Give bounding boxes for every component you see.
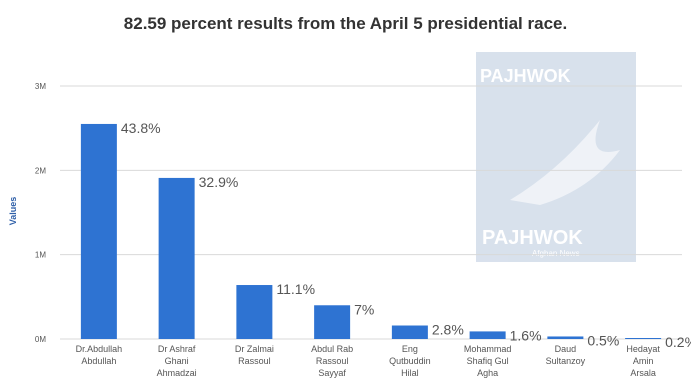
watermark-brand: PAJHWOK — [482, 227, 583, 249]
x-tick-label: Rassoul — [316, 356, 349, 366]
x-tick-label: Amin — [633, 356, 654, 366]
watermark-brand-top: PAJHWOK — [480, 66, 571, 86]
y-tick-label: 1M — [35, 251, 46, 260]
x-tick-label: Hilal — [401, 368, 419, 378]
x-tick-label: Sayyaf — [318, 368, 346, 378]
x-tick-label: Dr Zalmai — [235, 344, 274, 354]
x-tick-label: Agha — [477, 368, 498, 378]
bar — [158, 177, 195, 339]
data-label: 0.2% — [665, 334, 691, 350]
x-tick-label: Daud — [555, 344, 577, 354]
x-tick-label: Hedayat — [626, 344, 660, 354]
bar — [236, 285, 273, 339]
data-label: 32.9% — [199, 174, 239, 190]
watermark-logo-mark — [510, 120, 620, 205]
data-label: 11.1% — [276, 281, 315, 297]
bar — [625, 338, 662, 339]
x-tick-label: Mohammad — [464, 344, 512, 354]
x-tick-label: Rassoul — [238, 356, 271, 366]
chart-title: 82.59 percent results from the April 5 p… — [123, 14, 568, 33]
x-tick-label: Arsala — [630, 368, 656, 378]
bar — [547, 336, 584, 339]
x-tick-label: Ghani — [165, 356, 189, 366]
watermark-logo-background — [476, 52, 636, 262]
x-tick-label: Abdullah — [81, 356, 116, 366]
watermark-tagline: Afghan News — [532, 249, 580, 258]
bar — [314, 305, 351, 339]
pajhwok-watermark: PAJHWOK PAJHWOK Afghan News — [476, 52, 636, 262]
y-axis-label: Values — [8, 197, 18, 226]
x-tick-label: Qutbuddin — [389, 356, 431, 366]
y-tick-label: 0M — [35, 335, 46, 344]
bar — [391, 325, 428, 339]
x-tick-label: Shafiq Gul — [467, 356, 509, 366]
x-tick-label: Sultanzoy — [546, 356, 586, 366]
x-tick-label: Dr Ashraf — [158, 344, 196, 354]
x-tick-label: Dr.Abdullah — [76, 344, 123, 354]
x-tick-label: Eng — [402, 344, 418, 354]
bar — [80, 123, 117, 339]
data-label: 43.8% — [121, 120, 161, 136]
data-label: 0.5% — [587, 332, 619, 348]
y-tick-label: 2M — [35, 166, 46, 175]
bar — [469, 331, 506, 339]
data-label: 2.8% — [432, 322, 464, 338]
data-label: 7% — [354, 301, 374, 317]
data-label: 1.6% — [510, 327, 542, 343]
x-tick-label: Ahmadzai — [157, 368, 197, 378]
x-tick-label: Abdul Rab — [311, 344, 353, 354]
y-tick-label: 3M — [35, 82, 46, 91]
